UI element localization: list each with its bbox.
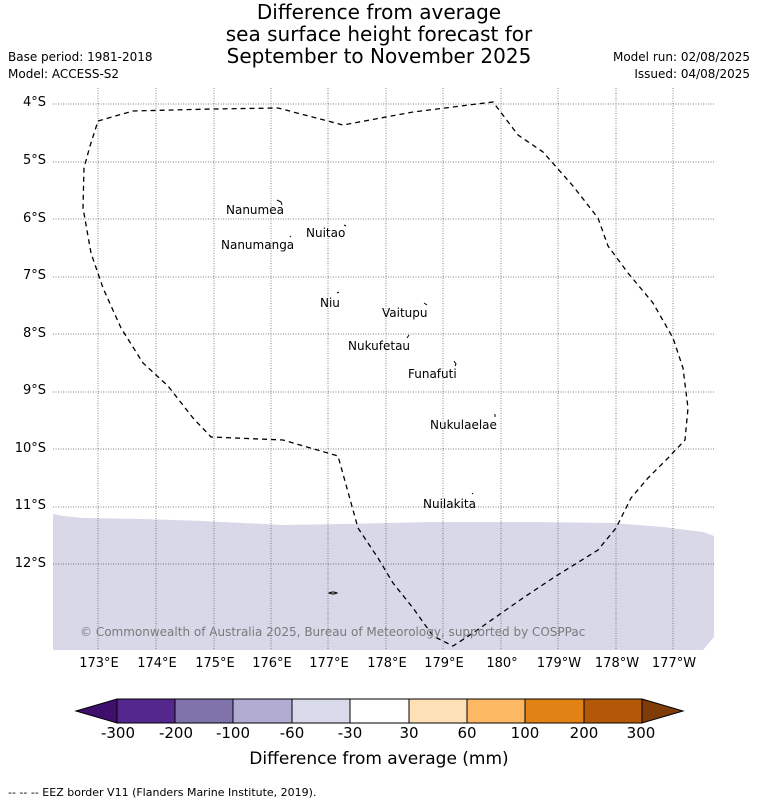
island-funafuti: Funafuti <box>408 360 457 381</box>
island-shape <box>471 492 474 495</box>
island-niu: Niu <box>320 291 340 310</box>
island-shape <box>336 291 340 294</box>
colorbar-tick-label: 100 <box>510 724 540 742</box>
title-line-2: sea surface height forecast for <box>225 22 533 46</box>
lon-label: 179°E <box>424 656 464 671</box>
lon-label: 175°E <box>195 656 235 671</box>
colorbar-tick-label: 30 <box>399 724 419 742</box>
meta-left: Base period: 1981-2018 Model: ACCESS-S2 <box>8 49 153 83</box>
anomaly-fill-area <box>53 514 714 650</box>
colorbar <box>74 698 685 724</box>
island-label: Nanumea <box>226 203 284 217</box>
issued-text: Issued: 04/08/2025 <box>634 67 750 81</box>
island-label: Nanumanga <box>221 238 294 252</box>
colorbar-tick-label: -100 <box>215 724 251 742</box>
colorbar-swatch <box>349 698 410 724</box>
reef-shape <box>327 591 339 595</box>
colorbar-swatch <box>466 698 526 724</box>
lat-label: 5°S <box>22 153 46 168</box>
colorbar-extend-low <box>74 698 118 724</box>
eez-border <box>82 101 689 647</box>
island-shape <box>406 334 410 339</box>
island-shape <box>423 302 428 306</box>
island-label: Niu <box>320 296 340 310</box>
lon-label: 174°E <box>137 656 177 671</box>
colorbar-tick-label: -60 <box>279 724 305 742</box>
island-label: Nuilakita <box>423 497 476 511</box>
lon-label: 179°W <box>536 656 582 671</box>
title-line-3: September to November 2025 <box>226 44 532 68</box>
lat-label: 9°S <box>22 383 46 398</box>
colorbar-tick-label: 60 <box>457 724 477 742</box>
lat-label: 6°S <box>22 211 46 226</box>
lat-label: 10°S <box>14 441 46 456</box>
island-nuilakita: Nuilakita <box>423 492 476 511</box>
model-run-text: Model run: 02/08/2025 <box>612 50 750 64</box>
island-label: Funafuti <box>408 367 457 381</box>
lat-label: 12°S <box>14 556 46 571</box>
colorbar-tick-label: -300 <box>100 724 136 742</box>
island-nukulaelae: Nukulaelae <box>430 414 497 432</box>
island-nanumanga: Nanumanga <box>221 235 294 252</box>
base-period-text: Base period: 1981-2018 <box>8 50 153 64</box>
title-line-1: Difference from average <box>256 0 502 24</box>
colorbar-title: Difference from average (mm) <box>249 749 509 769</box>
model-text: Model: ACCESS-S2 <box>8 67 120 81</box>
colorbar-swatch <box>291 698 351 724</box>
lon-label: 176°E <box>252 656 292 671</box>
island-label: Nukulaelae <box>430 418 497 432</box>
map-panel: Nanumea Nuitao Nanumanga Niu Vaitupu Nuk… <box>53 88 714 650</box>
island-nuitao: Nuitao <box>306 224 347 240</box>
island-nanumea: Nanumea <box>226 199 284 217</box>
lon-label: 173°E <box>79 656 119 671</box>
colorbar-extend-high <box>641 698 685 724</box>
lat-label: 8°S <box>22 326 46 341</box>
colorbar-swatch <box>232 698 293 724</box>
eez-footnote: -- -- -- EEZ border V11 (Flanders Marine… <box>8 786 317 799</box>
lon-label: 178°W <box>594 656 640 671</box>
colorbar-swatch <box>408 698 468 724</box>
colorbar-tick-label: -200 <box>158 724 194 742</box>
island-vaitupu: Vaitupu <box>382 302 428 320</box>
island-shape <box>276 199 283 206</box>
colorbar-swatch <box>174 698 234 724</box>
lon-label: 177°W <box>651 656 697 671</box>
island-shape <box>343 224 347 227</box>
colorbar-tick-label: 200 <box>569 724 599 742</box>
island-shape <box>289 235 292 238</box>
lon-label: 180° <box>486 656 518 671</box>
island-label: Nuitao <box>306 226 345 240</box>
copyright-text: © Commonwealth of Australia 2025, Bureau… <box>80 625 585 639</box>
colorbar-tick-label: -30 <box>337 724 363 742</box>
island-label: Vaitupu <box>382 306 428 320</box>
meta-right: Model run: 02/08/2025 Issued: 04/08/2025 <box>613 49 750 83</box>
lat-label: 4°S <box>22 95 46 110</box>
lat-label: 7°S <box>22 268 46 283</box>
colorbar-swatch <box>524 698 585 724</box>
colorbar-swatch <box>116 698 176 724</box>
island-nukufetau: Nukufetau <box>348 334 410 353</box>
island-shape <box>453 360 457 367</box>
colorbar-tick-label: 300 <box>626 724 656 742</box>
lat-label: 11°S <box>14 498 46 513</box>
lon-label: 177°E <box>309 656 349 671</box>
gridlines <box>53 88 714 650</box>
colorbar-swatch <box>583 698 643 724</box>
island-label: Nukufetau <box>348 339 410 353</box>
lon-label: 178°E <box>367 656 407 671</box>
